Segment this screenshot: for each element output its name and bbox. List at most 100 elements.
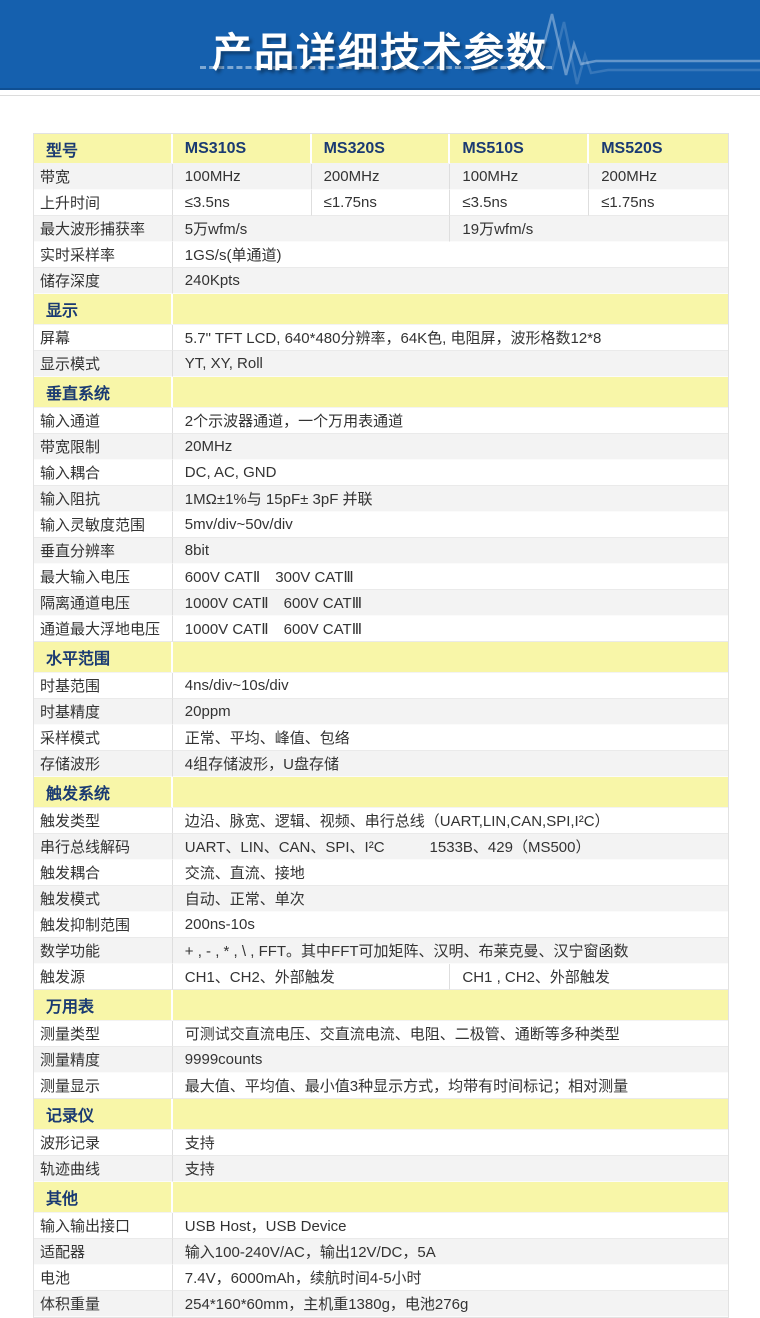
spec-value: 4ns/div~10s/div bbox=[172, 673, 728, 699]
spec-label: 测量类型 bbox=[34, 1021, 173, 1047]
spec-row: 输入耦合 DC, AC, GND bbox=[34, 460, 728, 486]
spec-value: YT, XY, Roll bbox=[172, 351, 728, 377]
spec-label: 测量精度 bbox=[34, 1047, 173, 1073]
spec-value: 1MΩ±1%与 15pF± 3pF 并联 bbox=[172, 486, 728, 512]
spec-label: 输入阻抗 bbox=[34, 486, 173, 512]
section-header-fill bbox=[172, 1182, 728, 1213]
spec-label: 测量显示 bbox=[34, 1073, 173, 1099]
page-title: 产品详细技术参数 bbox=[212, 31, 548, 75]
spec-value: 1000V CATⅡ 600V CATⅢ bbox=[172, 616, 728, 642]
spec-row: 输入输出接口 USB Host，USB Device bbox=[34, 1213, 728, 1239]
spec-table: 型号 MS310S MS320S MS510S MS520S 带宽 100MHz 200MHz… bbox=[33, 133, 729, 1318]
spec-label: 采样模式 bbox=[34, 725, 173, 751]
spec-value: 5mv/div~50v/div bbox=[172, 512, 728, 538]
spec-row: 测量显示 最大值、平均值、最小值3种显示方式，均带有时间标记；相对测量 bbox=[34, 1073, 728, 1099]
spec-row: 轨迹曲线 支持 bbox=[34, 1156, 728, 1182]
spec-value: 可测试交直流电压、交直流电流、电阻、二极管、通断等多种类型 bbox=[172, 1021, 728, 1047]
spec-row: 波形记录 支持 bbox=[34, 1130, 728, 1156]
spec-value: 7.4V，6000mAh，续航时间4-5小时 bbox=[172, 1265, 728, 1291]
spec-label: 垂直分辨率 bbox=[34, 538, 173, 564]
spec-label: 带宽 bbox=[34, 164, 173, 190]
section-header-fill bbox=[172, 377, 728, 408]
spec-label: 波形记录 bbox=[34, 1130, 173, 1156]
spec-row: 输入灵敏度范围 5mv/div~50v/div bbox=[34, 512, 728, 538]
spec-value: 200ns-10s bbox=[172, 912, 728, 938]
spec-row: 数学功能 + , - , * , \ , FFT。其中FFT可加矩阵、汉明、布莱克… bbox=[34, 938, 728, 964]
spec-row: 触发抑制范围 200ns-10s bbox=[34, 912, 728, 938]
spec-label: 上升时间 bbox=[34, 190, 173, 216]
spec-value: ≤1.75ns bbox=[589, 190, 728, 216]
spec-label: 体积重量 bbox=[34, 1291, 173, 1317]
spec-row: 触发类型 边沿、脉宽、逻辑、视频、串行总线（UART,LIN,CAN,SPI,I²… bbox=[34, 808, 728, 834]
spec-row: 输入阻抗 1MΩ±1%与 15pF± 3pF 并联 bbox=[34, 486, 728, 512]
spec-row: 最大波形捕获率 5万wfm/s 19万wfm/s bbox=[34, 216, 728, 242]
spec-row: 触发耦合 交流、直流、接地 bbox=[34, 860, 728, 886]
spec-label: 屏幕 bbox=[34, 325, 173, 351]
section-header-fill bbox=[172, 294, 728, 325]
spec-value: 边沿、脉宽、逻辑、视频、串行总线（UART,LIN,CAN,SPI,I²C） bbox=[172, 808, 728, 834]
spec-value: ≤3.5ns bbox=[172, 190, 312, 216]
spec-row: 时基范围 4ns/div~10s/div bbox=[34, 673, 728, 699]
spec-value: ≤3.5ns bbox=[450, 190, 590, 216]
spec-row: 串行总线解码 UART、LIN、CAN、SPI、I²C 1533B、429（MS5… bbox=[34, 834, 728, 860]
spec-value: 100MHz bbox=[450, 164, 590, 190]
spec-label: 输入输出接口 bbox=[34, 1213, 173, 1239]
spec-value: 8bit bbox=[172, 538, 728, 564]
spec-value: 2个示波器通道，一个万用表通道 bbox=[172, 408, 728, 434]
spec-row: 体积重量 254*160*60mm，主机重1380g，电池276g bbox=[34, 1291, 728, 1317]
spec-row: 通道最大浮地电压 1000V CATⅡ 600V CATⅢ bbox=[34, 616, 728, 642]
spec-row: 最大输入电压 600V CATⅡ 300V CATⅢ bbox=[34, 564, 728, 590]
spec-row: 触发模式 自动、正常、单次 bbox=[34, 886, 728, 912]
section-title: 垂直系统 bbox=[34, 377, 173, 408]
spec-row: 测量精度 9999counts bbox=[34, 1047, 728, 1073]
section-header-fill bbox=[172, 642, 728, 673]
section-header-fill bbox=[172, 990, 728, 1021]
spec-label: 最大输入电压 bbox=[34, 564, 173, 590]
spec-value: 4组存储波形，U盘存储 bbox=[172, 751, 728, 777]
section-title: 记录仪 bbox=[34, 1099, 173, 1130]
spec-value: USB Host，USB Device bbox=[172, 1213, 728, 1239]
spec-row: 存储波形 4组存储波形，U盘存储 bbox=[34, 751, 728, 777]
spec-row: 实时采样率 1GS/s(单通道) bbox=[34, 242, 728, 268]
section-header-row: 垂直系统 bbox=[34, 377, 728, 408]
spec-row: 采样模式 正常、平均、峰值、包络 bbox=[34, 725, 728, 751]
spec-value: 20ppm bbox=[172, 699, 728, 725]
spec-value: UART、LIN、CAN、SPI、I²C 1533B、429（MS500） bbox=[172, 834, 728, 860]
model-name: MS310S bbox=[172, 134, 312, 164]
spec-row: 屏幕 5.7" TFT LCD, 640*480分辨率，64K色, 电阻屏，波形格… bbox=[34, 325, 728, 351]
spec-row: 带宽限制 20MHz bbox=[34, 434, 728, 460]
model-name: MS320S bbox=[311, 134, 451, 164]
section-title: 万用表 bbox=[34, 990, 173, 1021]
spec-label: 时基范围 bbox=[34, 673, 173, 699]
spec-value: 支持 bbox=[172, 1156, 728, 1182]
dashed-underline-icon bbox=[200, 66, 552, 69]
spec-value: 20MHz bbox=[172, 434, 728, 460]
spec-value: 5万wfm/s bbox=[172, 216, 451, 242]
spec-label: 隔离通道电压 bbox=[34, 590, 173, 616]
spec-value: 正常、平均、峰值、包络 bbox=[172, 725, 728, 751]
banner: 产品详细技术参数 bbox=[0, 0, 760, 90]
section-title: 水平范围 bbox=[34, 642, 173, 673]
spec-label: 输入灵敏度范围 bbox=[34, 512, 173, 538]
section-title: 触发系统 bbox=[34, 777, 173, 808]
spec-value: 9999counts bbox=[172, 1047, 728, 1073]
section-header-row: 记录仪 bbox=[34, 1099, 728, 1130]
spec-label: 时基精度 bbox=[34, 699, 173, 725]
section-header-row: 万用表 bbox=[34, 990, 728, 1021]
spec-label: 数学功能 bbox=[34, 938, 173, 964]
model-header-label: 型号 bbox=[34, 134, 173, 164]
banner-divider bbox=[0, 95, 760, 96]
spec-label: 触发耦合 bbox=[34, 860, 173, 886]
spec-value: 最大值、平均值、最小值3种显示方式，均带有时间标记；相对测量 bbox=[172, 1073, 728, 1099]
spec-row: 隔离通道电压 1000V CATⅡ 600V CATⅢ bbox=[34, 590, 728, 616]
spec-row: 输入通道 2个示波器通道，一个万用表通道 bbox=[34, 408, 728, 434]
spec-row: 显示模式 YT, XY, Roll bbox=[34, 351, 728, 377]
spec-value: 240Kpts bbox=[172, 268, 728, 294]
spec-label: 轨迹曲线 bbox=[34, 1156, 173, 1182]
spec-label: 存储波形 bbox=[34, 751, 173, 777]
spec-value: 自动、正常、单次 bbox=[172, 886, 728, 912]
spec-label: 触发类型 bbox=[34, 808, 173, 834]
spec-row: 电池 7.4V，6000mAh，续航时间4-5小时 bbox=[34, 1265, 728, 1291]
spec-value: 200MHz bbox=[311, 164, 451, 190]
spec-label: 串行总线解码 bbox=[34, 834, 173, 860]
